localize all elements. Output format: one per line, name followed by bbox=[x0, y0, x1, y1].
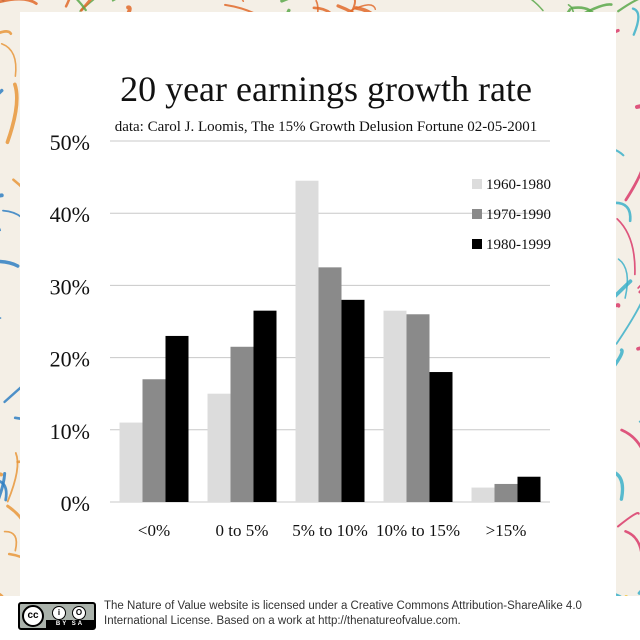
decorative-streak bbox=[530, 0, 544, 12]
y-axis: 0% 10% 20% 30% 40% 50% bbox=[50, 130, 90, 516]
legend: 1960-1980 1970-1990 1980-1999 bbox=[472, 177, 551, 253]
bar bbox=[383, 310, 407, 502]
x-tick-label: 5% to 10% bbox=[292, 521, 368, 540]
y-tick-label: 30% bbox=[50, 274, 90, 299]
decorative-streak bbox=[280, 0, 289, 3]
decorative-streak bbox=[0, 259, 20, 268]
bars bbox=[119, 180, 541, 502]
license-strip: BY SA bbox=[46, 620, 94, 628]
legend-label: 1970-1990 bbox=[486, 207, 551, 223]
decorative-streak bbox=[5, 82, 19, 145]
y-tick-label: 20% bbox=[50, 347, 90, 372]
legend-label: 1960-1980 bbox=[486, 177, 551, 193]
bar bbox=[253, 310, 277, 502]
x-tick-label: 0 to 5% bbox=[216, 521, 269, 540]
y-tick-label: 10% bbox=[50, 419, 90, 444]
decorative-streak bbox=[0, 42, 17, 77]
decorative-streak bbox=[0, 0, 38, 6]
bar bbox=[119, 422, 143, 502]
bar bbox=[295, 180, 319, 502]
chart-panel: 20 year earnings growth rate data: Carol… bbox=[20, 12, 616, 596]
bar bbox=[429, 372, 453, 502]
bar bbox=[494, 483, 518, 502]
decorative-streak bbox=[615, 303, 640, 345]
decorative-streak bbox=[624, 170, 640, 202]
decorative-streak bbox=[631, 7, 640, 36]
bar bbox=[230, 346, 254, 502]
bar bbox=[471, 487, 495, 502]
x-tick-label: >15% bbox=[486, 521, 527, 540]
license-text: The Nature of Value website is licensed … bbox=[104, 600, 582, 627]
y-tick-label: 40% bbox=[50, 202, 90, 227]
y-tick-label: 0% bbox=[61, 491, 90, 516]
decorative-streak bbox=[617, 258, 629, 299]
footer: cc i O BY SA The Nature of Value website… bbox=[0, 596, 640, 640]
decorative-streak bbox=[241, 0, 245, 3]
decorative-streak bbox=[76, 0, 87, 12]
cc-license-badge[interactable]: cc i O BY SA bbox=[18, 602, 96, 630]
share-alike-icon: O bbox=[72, 606, 86, 620]
decorative-streak bbox=[0, 193, 4, 198]
decorative-streak bbox=[0, 472, 7, 500]
decorative-streak bbox=[616, 512, 640, 528]
legend-swatch bbox=[472, 209, 482, 219]
bar bbox=[318, 267, 342, 502]
legend-swatch bbox=[472, 239, 482, 249]
decorative-streak bbox=[6, 452, 19, 503]
cc-icon: cc bbox=[22, 605, 44, 627]
x-tick-label: <0% bbox=[138, 521, 170, 540]
decorative-streak bbox=[624, 530, 640, 553]
x-tick-label: 10% to 15% bbox=[376, 521, 460, 540]
decorative-streak bbox=[0, 317, 2, 319]
x-axis: <0% 0 to 5% 5% to 10% 10% to 15% >15% bbox=[138, 521, 527, 540]
bar bbox=[165, 335, 189, 502]
decorative-streak bbox=[349, 4, 377, 12]
attribution-icon: i bbox=[52, 606, 66, 620]
bar bbox=[517, 476, 541, 502]
legend-swatch bbox=[472, 179, 482, 189]
legend-label: 1980-1999 bbox=[486, 237, 551, 253]
chart-title: 20 year earnings growth rate bbox=[120, 69, 532, 109]
chart-subtitle: data: Carol J. Loomis, The 15% Growth De… bbox=[115, 119, 538, 135]
bar bbox=[341, 299, 365, 502]
decorative-streak bbox=[111, 0, 116, 2]
decorative-streak bbox=[0, 30, 13, 36]
decorative-streak bbox=[64, 0, 71, 8]
bar bbox=[207, 393, 231, 502]
bar bbox=[142, 379, 166, 502]
bar-chart: 20 year earnings growth rate data: Carol… bbox=[50, 69, 551, 540]
decorative-streak bbox=[620, 428, 640, 449]
decorative-streak bbox=[612, 201, 632, 223]
decorative-streak bbox=[616, 218, 636, 276]
decorative-streak bbox=[0, 88, 4, 95]
y-tick-label: 50% bbox=[50, 130, 90, 155]
decorative-streak bbox=[617, 0, 640, 13]
bar bbox=[406, 314, 430, 502]
decorative-streak bbox=[3, 530, 18, 552]
